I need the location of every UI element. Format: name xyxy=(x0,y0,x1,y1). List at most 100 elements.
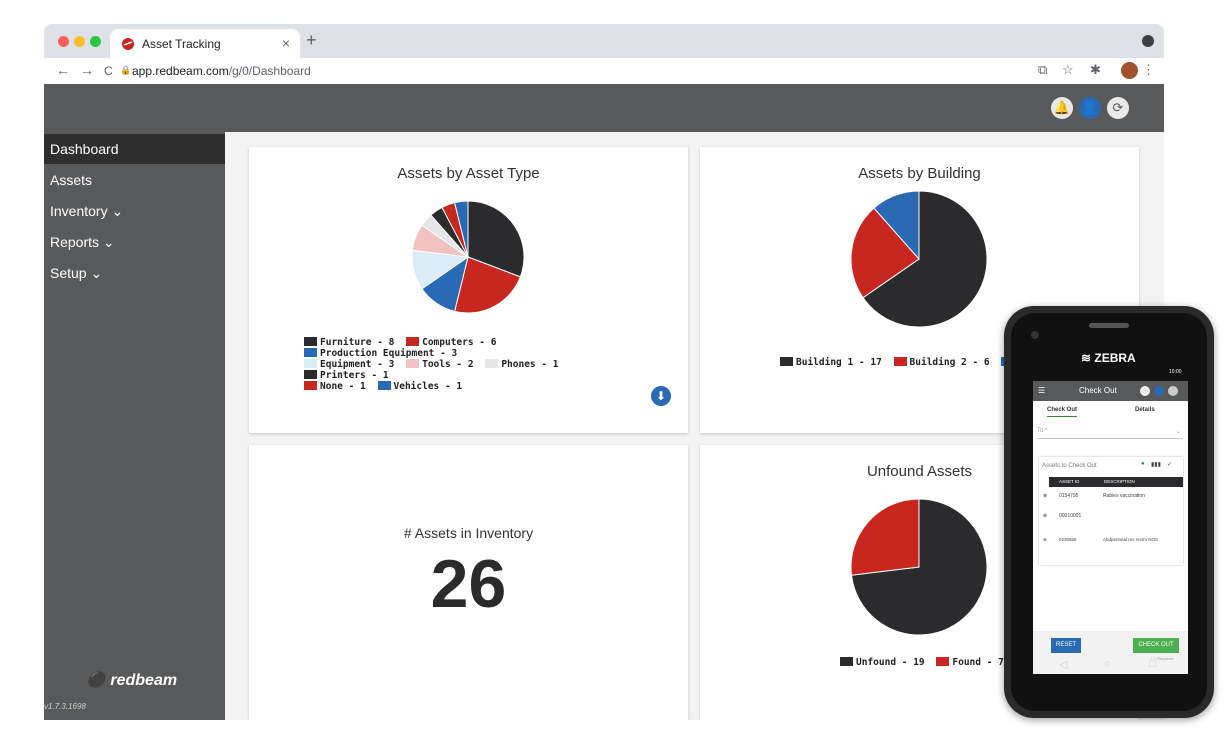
legend-swatch xyxy=(936,657,950,666)
tab-check-out[interactable]: Check Out xyxy=(1047,407,1078,417)
sidebar-item-setup[interactable]: Setup ⌄ xyxy=(50,265,103,281)
download-icon[interactable]: ⬇ xyxy=(651,386,671,406)
camera-icon xyxy=(1031,331,1039,339)
mobile-tabs: Check Out Details xyxy=(1033,401,1188,419)
sidebar-item-assets[interactable]: Assets xyxy=(50,172,93,188)
menu-icon[interactable]: ⋮ xyxy=(1142,62,1155,77)
android-recents-icon[interactable]: □ xyxy=(1149,658,1156,670)
check-icon[interactable]: ✓ xyxy=(1167,462,1173,468)
sidebar-item-reports[interactable]: Reports ⌄ xyxy=(50,234,115,250)
minimize-window-icon[interactable] xyxy=(74,36,85,47)
table-row[interactable]: ⊗ 0154795 Rabies vaccination xyxy=(1041,493,1183,507)
legend-label: None - 1 xyxy=(320,381,366,392)
zebra-brand: ZEBRA xyxy=(1094,351,1136,365)
legend-swatch xyxy=(304,337,317,346)
pie-slice-found[interactable] xyxy=(850,498,920,576)
barcode-icon[interactable]: ▮▮▮ xyxy=(1151,462,1161,468)
close-window-icon[interactable] xyxy=(58,36,69,47)
to-field[interactable]: To * ⌄ xyxy=(1037,428,1183,439)
legend-swatch xyxy=(304,370,317,379)
required-note: * = Required xyxy=(1151,656,1174,661)
legend-swatch xyxy=(893,357,907,366)
bell-icon[interactable]: 🔔 xyxy=(1051,97,1073,119)
pie-slice-vehicles[interactable] xyxy=(453,200,469,258)
version-label: v1.7.3.1698 xyxy=(44,702,86,711)
asset-type-pie-chart xyxy=(411,200,525,314)
mobile-bell-icon[interactable] xyxy=(1140,386,1150,396)
sidebar-item-dashboard[interactable]: Dashboard xyxy=(44,134,225,164)
legend-item: Found - 7 xyxy=(936,657,1004,668)
extensions-icon[interactable]: ✱ xyxy=(1090,62,1101,77)
legend-label: Unfound - 19 xyxy=(856,657,925,668)
profile-avatar[interactable] xyxy=(1121,62,1138,79)
back-icon[interactable]: ← xyxy=(56,62,70,78)
mobile-help-icon[interactable] xyxy=(1168,386,1178,396)
legend-label: Phones - 1 xyxy=(501,359,559,370)
col-description: DESCRIPTION xyxy=(1104,479,1135,484)
legend-label: Production Equipment - 3 xyxy=(320,348,458,359)
unfound-legend: Unfound - 19 Found - 7 xyxy=(840,657,1010,668)
asset-type-card: Assets by Asset Type Furniture - 8 Compu… xyxy=(249,147,688,433)
legend-item: Printers - 1 xyxy=(304,370,389,381)
sidebar-item-inventory[interactable]: Inventory ⌄ xyxy=(50,203,124,219)
pie-slice-furniture[interactable] xyxy=(467,200,525,278)
asset-type-legend: Furniture - 8 Computers - 6 Production E… xyxy=(304,337,644,392)
pie-slice-computers[interactable] xyxy=(453,256,522,314)
info-icon[interactable]: ● xyxy=(1141,461,1145,467)
reload-icon[interactable]: C xyxy=(104,64,113,78)
hamburger-menu-icon[interactable]: ☰ xyxy=(1038,386,1046,395)
mobile-user-icon[interactable] xyxy=(1154,386,1164,396)
legend-label: Computers - 6 xyxy=(422,337,497,348)
browser-profile-icon[interactable] xyxy=(1142,35,1154,47)
legend-item: Tools - 2 xyxy=(406,359,474,370)
check-out-button[interactable]: CHECK OUT xyxy=(1133,638,1179,653)
redbeam-logo: ⚫ redbeam xyxy=(86,670,177,690)
tab-close-icon[interactable]: × xyxy=(281,35,290,51)
tab-details[interactable]: Details xyxy=(1135,407,1155,413)
legend-item: Unfound - 19 xyxy=(840,657,925,668)
legend-label: Building 1 - 17 xyxy=(796,357,882,368)
mobile-title: Check Out xyxy=(1079,386,1117,395)
pie-slice-building-2[interactable] xyxy=(850,207,920,299)
table-row[interactable]: ⊗ 0230568 Abdperineal res rectm NOS xyxy=(1041,537,1183,551)
building-pie-chart xyxy=(850,190,988,328)
inventory-count-card: # Assets in Inventory 26 xyxy=(249,445,688,720)
user-icon[interactable]: 👤 xyxy=(1079,97,1101,119)
redbeam-logo-text: redbeam xyxy=(110,672,178,689)
inventory-count-value: 26 xyxy=(430,546,507,622)
legend-swatch xyxy=(780,357,793,366)
chevron-down-icon: ⌄ xyxy=(1175,429,1181,435)
status-time: 10:00 xyxy=(1169,369,1182,375)
legend-item: Production Equipment - 3 xyxy=(304,348,457,359)
legend-item: Building 1 - 17 xyxy=(780,357,882,368)
maximize-window-icon[interactable] xyxy=(90,36,101,47)
remove-row-icon[interactable]: ⊗ xyxy=(1043,493,1048,499)
remove-row-icon[interactable]: ⊗ xyxy=(1043,513,1048,519)
android-home-icon[interactable]: ○ xyxy=(1104,658,1111,670)
help-icon[interactable]: ⟳ xyxy=(1107,97,1129,119)
browser-tab[interactable]: Asset Tracking × xyxy=(110,29,300,58)
bookmark-star-icon[interactable]: ☆ xyxy=(1062,62,1074,77)
unfound-pie-chart xyxy=(850,498,988,636)
reset-button[interactable]: RESET xyxy=(1051,638,1081,653)
legend-label: Furniture - 8 xyxy=(320,337,395,348)
legend-item: Computers - 6 xyxy=(406,337,496,348)
tab-strip: Asset Tracking × + xyxy=(44,24,1164,58)
legend-swatch xyxy=(304,359,317,368)
pie-slice-building-1[interactable] xyxy=(862,190,988,328)
legend-swatch xyxy=(304,381,317,390)
pie-slice-bu[interactable] xyxy=(873,190,920,261)
zebra-logo-mark-icon: ≋ xyxy=(1081,351,1095,365)
new-tab-button[interactable]: + xyxy=(306,30,317,50)
table-row[interactable]: ⊗ 00010001 xyxy=(1041,513,1183,527)
table-header: ASSET ID DESCRIPTION xyxy=(1049,477,1183,487)
legend-label: Printers - 1 xyxy=(320,370,389,381)
share-icon[interactable]: ⧉ xyxy=(1038,62,1048,77)
remove-row-icon[interactable]: ⊗ xyxy=(1043,537,1047,542)
building-title: Assets by Building xyxy=(858,165,981,182)
forward-icon[interactable]: → xyxy=(80,62,94,78)
android-back-icon[interactable]: ◁ xyxy=(1059,659,1068,671)
address-bar[interactable]: app.redbeam.com/g/0/Dashboard xyxy=(132,64,311,78)
zebra-logo: ≋ ZEBRA xyxy=(1081,351,1136,365)
row-asset-id: 0230568 xyxy=(1059,537,1077,542)
